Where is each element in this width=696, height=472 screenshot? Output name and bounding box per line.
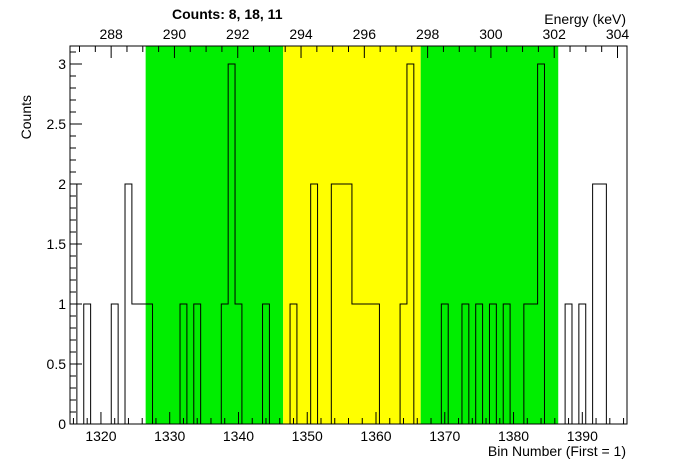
y-tick-label: 2.5	[47, 116, 67, 132]
x-tick-label: 1360	[360, 428, 391, 444]
y-tick-label: 0.5	[47, 356, 67, 372]
y-tick-label: 2	[58, 176, 66, 192]
y-tick-label: 0	[58, 416, 66, 432]
counts-title: Counts: 8, 18, 11	[172, 6, 283, 22]
energy-tick-label: 292	[226, 26, 250, 42]
energy-axis-title: Energy (keV)	[544, 11, 626, 27]
energy-tick-label: 298	[416, 26, 440, 42]
energy-tick-label: 296	[353, 26, 377, 42]
energy-tick-label: 294	[289, 26, 313, 42]
energy-tick-label: 290	[163, 26, 187, 42]
energy-tick-label: 302	[543, 26, 567, 42]
energy-tick-label: 304	[606, 26, 630, 42]
y-axis-title: Counts	[18, 95, 34, 139]
y-tick-label: 1.5	[47, 236, 67, 252]
x-axis-ticks: 1320 1330 1340 1350 1360 1370 1380 1390	[72, 412, 625, 444]
energy-axis-ticks: 288 290 292 294 296 298 300 302 304	[78, 26, 630, 58]
energy-tick-label: 288	[99, 26, 123, 42]
x-tick-label: 1350	[292, 428, 323, 444]
x-tick-label: 1330	[154, 428, 185, 444]
energy-tick-label: 300	[479, 26, 503, 42]
x-tick-label: 1320	[85, 428, 116, 444]
region-0	[145, 46, 284, 424]
x-tick-label: 1380	[498, 428, 529, 444]
x-tick-label: 1340	[223, 428, 254, 444]
y-tick-label: 3	[58, 56, 66, 72]
x-tick-label: 1390	[567, 428, 598, 444]
y-axis-ticks: 0 0.5 1 1.5 2 2.5 3	[47, 51, 82, 432]
x-tick-label: 1370	[429, 428, 460, 444]
x-axis-title: Bin Number (First = 1)	[488, 443, 626, 459]
y-tick-label: 1	[58, 296, 66, 312]
